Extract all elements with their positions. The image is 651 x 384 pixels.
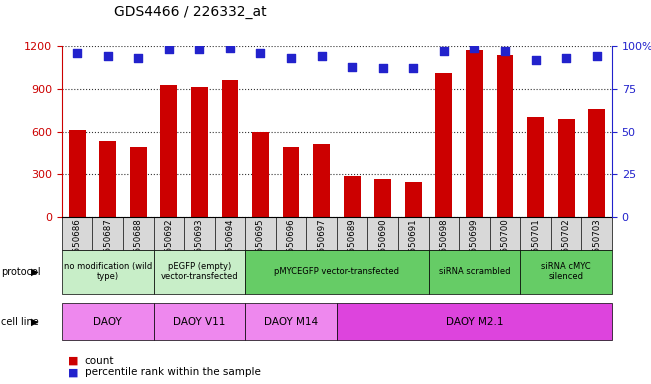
Text: ▶: ▶ [31, 316, 38, 327]
Point [225, 45, 235, 51]
Bar [374, 179, 391, 217]
Point [133, 55, 143, 61]
Text: siRNA cMYC
silenced: siRNA cMYC silenced [541, 262, 591, 281]
Bar [405, 182, 422, 217]
Bar [100, 141, 116, 217]
Bar [221, 80, 238, 217]
Text: ▶: ▶ [31, 266, 38, 277]
Bar [497, 55, 514, 217]
Text: pEGFP (empty)
vector-transfected: pEGFP (empty) vector-transfected [161, 262, 238, 281]
Bar [558, 119, 574, 217]
Point [72, 50, 82, 56]
Point [316, 53, 327, 60]
Point [163, 46, 174, 53]
Bar [191, 88, 208, 217]
Text: pMYCEGFP vector-transfected: pMYCEGFP vector-transfected [274, 267, 400, 276]
Bar [466, 50, 483, 217]
Point [469, 45, 480, 51]
Bar [344, 175, 361, 217]
Point [102, 53, 113, 60]
Bar [436, 73, 452, 217]
Point [347, 63, 357, 70]
Text: DAOY M14: DAOY M14 [264, 316, 318, 327]
Bar [283, 147, 299, 217]
Bar [160, 84, 177, 217]
Point [255, 50, 266, 56]
Text: siRNA scrambled: siRNA scrambled [439, 267, 510, 276]
Text: cell line: cell line [1, 316, 38, 327]
Bar [527, 117, 544, 217]
Bar [252, 131, 269, 217]
Text: protocol: protocol [1, 266, 40, 277]
Point [378, 65, 388, 71]
Text: no modification (wild
type): no modification (wild type) [64, 262, 152, 281]
Point [408, 65, 419, 71]
Text: percentile rank within the sample: percentile rank within the sample [85, 367, 260, 377]
Point [286, 55, 296, 61]
Point [592, 53, 602, 60]
Point [561, 55, 572, 61]
Bar [589, 109, 605, 217]
Bar [313, 144, 330, 217]
Text: GDS4466 / 226332_at: GDS4466 / 226332_at [114, 5, 266, 19]
Text: DAOY M2.1: DAOY M2.1 [446, 316, 503, 327]
Text: DAOY V11: DAOY V11 [173, 316, 225, 327]
Point [500, 48, 510, 54]
Point [439, 48, 449, 54]
Text: ■: ■ [68, 367, 79, 377]
Text: DAOY: DAOY [93, 316, 122, 327]
Bar [130, 147, 146, 217]
Text: ■: ■ [68, 356, 79, 366]
Point [531, 57, 541, 63]
Point [194, 46, 204, 53]
Text: count: count [85, 356, 114, 366]
Bar [69, 130, 85, 217]
